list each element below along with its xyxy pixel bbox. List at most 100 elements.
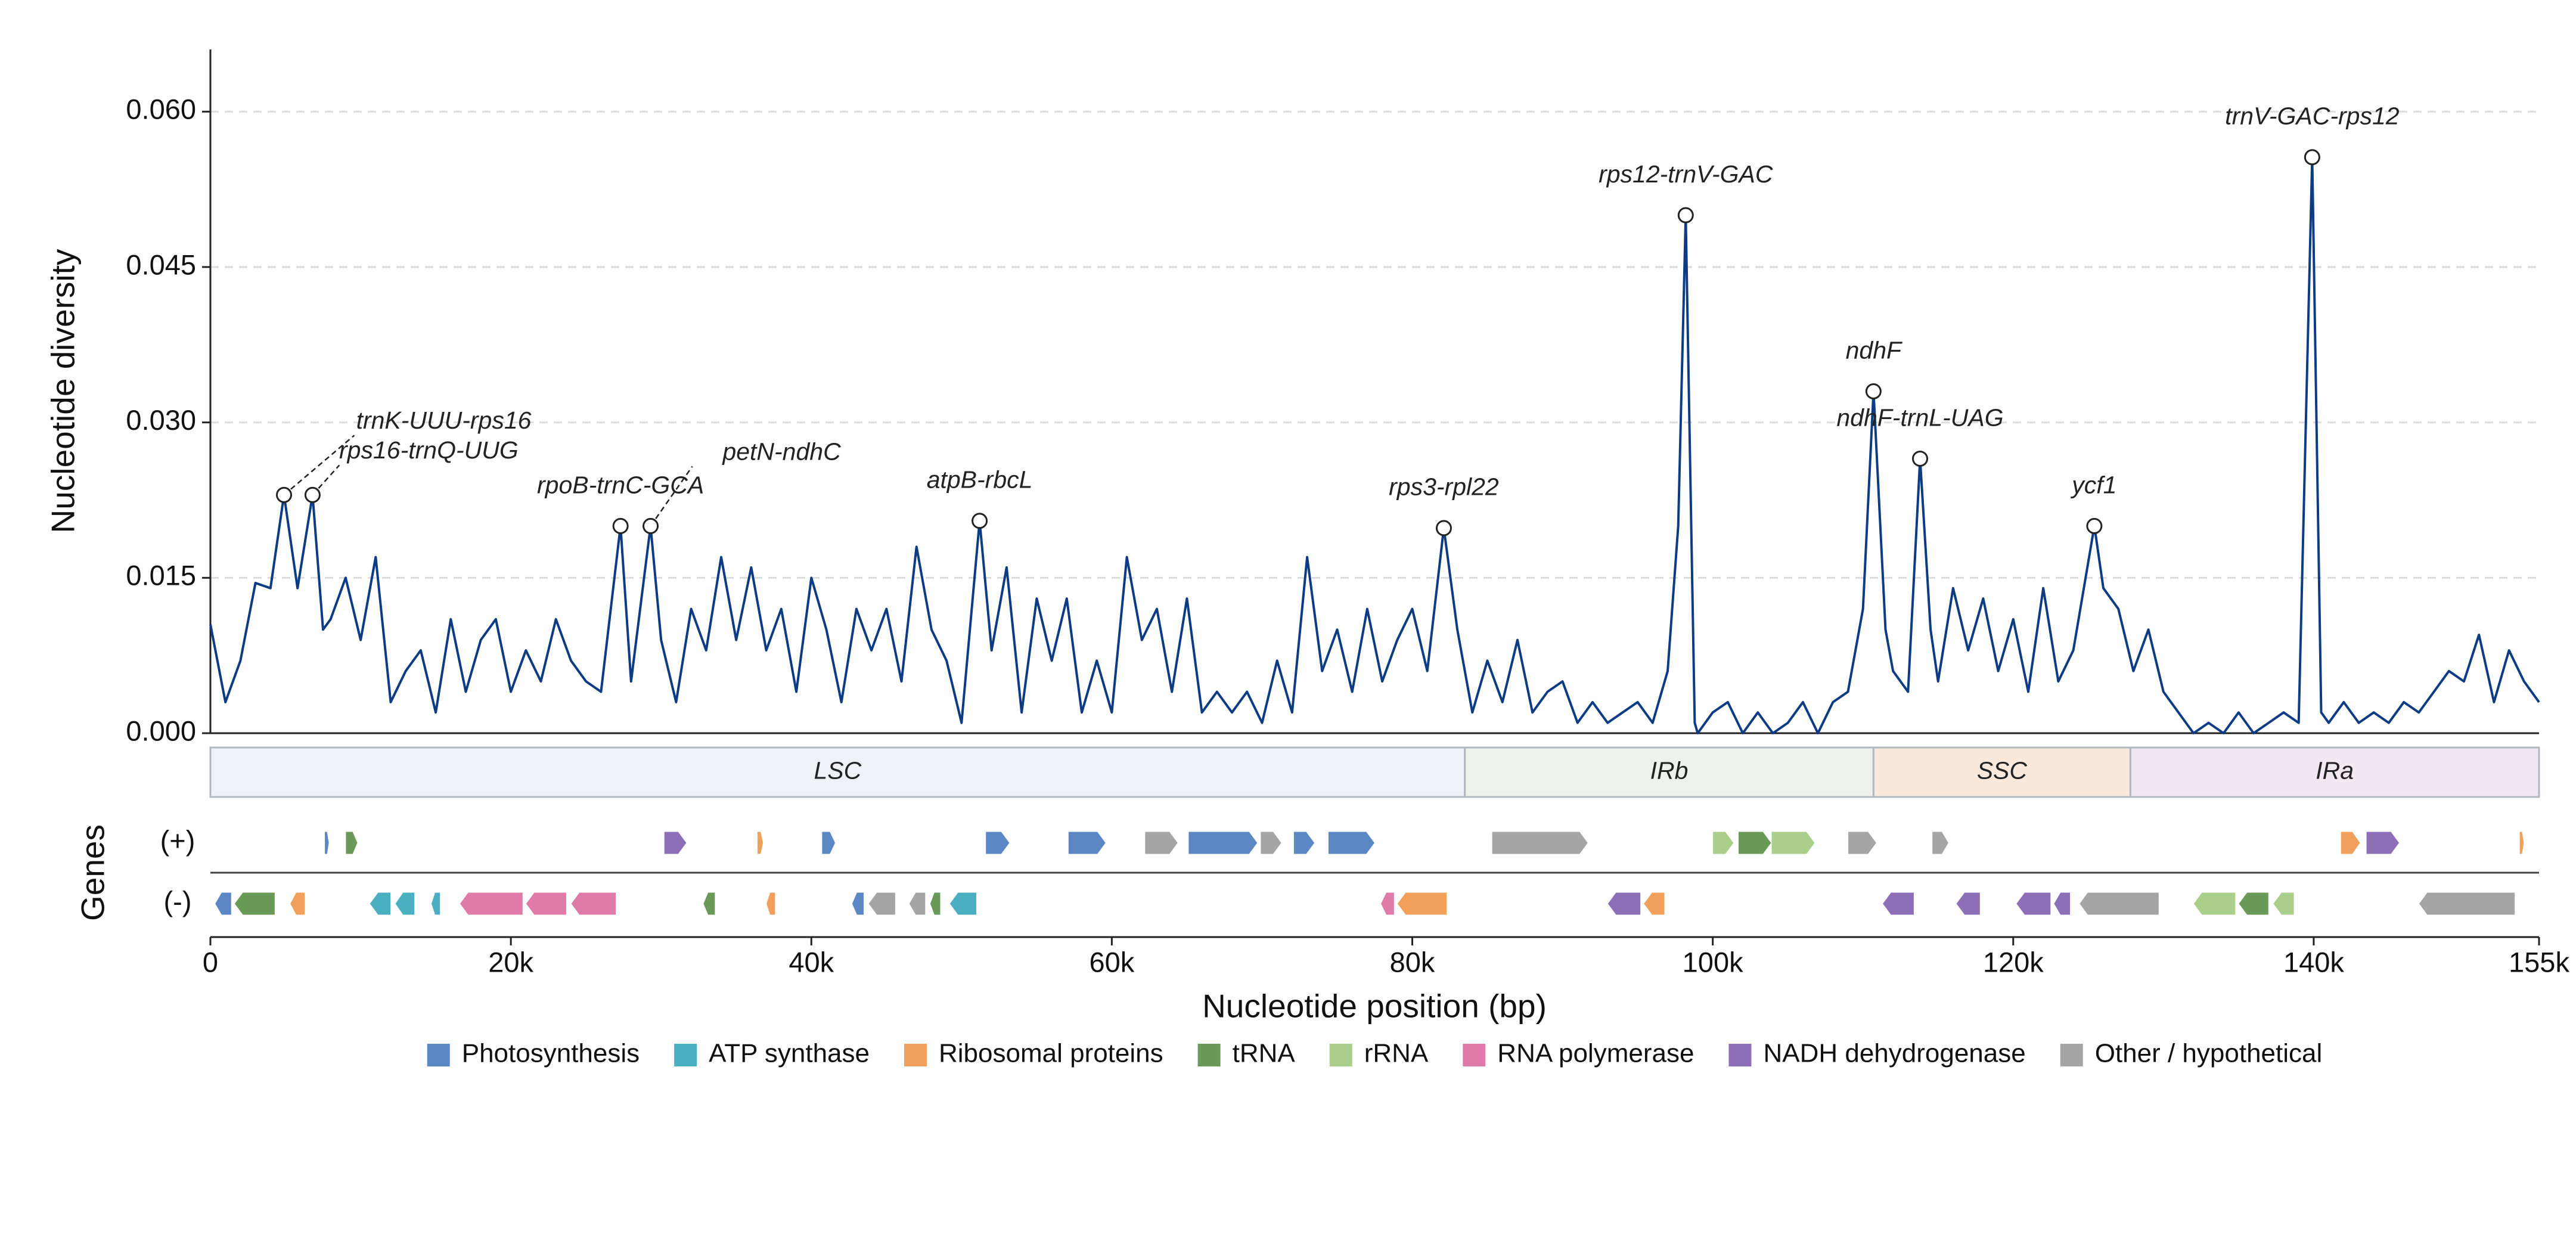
legend-label: ATP synthase: [709, 1039, 870, 1068]
gene: [1293, 831, 1315, 855]
legend-item: rRNA: [1329, 1039, 1429, 1068]
region-label: LSC: [814, 756, 861, 784]
gene: [2016, 892, 2052, 916]
gene: [1607, 892, 1641, 916]
x-tick-label: 80k: [1390, 946, 1435, 978]
region: [1464, 746, 1874, 798]
annotation-label: rps3-rpl22: [1389, 473, 1499, 501]
gene: [908, 892, 926, 916]
gene: [1712, 831, 1734, 855]
track-label: (+): [160, 824, 195, 856]
legend-label: RNA polymerase: [1497, 1039, 1694, 1068]
legend-item: tRNA: [1197, 1039, 1296, 1068]
region-label: IRa: [2316, 756, 2354, 784]
gene: [949, 892, 977, 916]
gene: [2418, 892, 2516, 916]
gene: [1491, 831, 1589, 855]
gene: [430, 892, 441, 916]
x-tick-label: 100k: [1683, 946, 1743, 978]
legend-item: NADH dehydrogenase: [1728, 1039, 2026, 1068]
gene: [2340, 831, 2361, 855]
annotation-label: rps12-trnV-GAC: [1599, 160, 1773, 188]
x-tick-label: 40k: [789, 946, 834, 978]
gene: [2079, 892, 2159, 916]
gene: [1067, 831, 1106, 855]
gene: [821, 831, 836, 855]
gene: [868, 892, 896, 916]
annotation-label: rps16-trnQ-UUG: [339, 436, 519, 464]
gene: [234, 892, 275, 916]
gene: [1260, 831, 1282, 855]
gene: [766, 892, 776, 916]
x-tick-label: 155k: [2509, 946, 2569, 978]
region: [209, 746, 1466, 798]
y-tick-label: 0.060: [126, 94, 196, 125]
gene: [369, 892, 391, 916]
legend-swatch: [427, 1044, 450, 1066]
gene: [851, 892, 864, 916]
peak-marker: [972, 513, 988, 529]
region-label: IRb: [1650, 756, 1689, 784]
gene: [570, 892, 617, 916]
gene: [929, 892, 941, 916]
y-tick-label: 0.030: [126, 404, 196, 436]
gene: [1738, 831, 1772, 855]
peak-marker: [1911, 450, 1928, 467]
legend-item: ATP synthase: [674, 1039, 870, 1068]
x-tick-label: 140k: [2283, 946, 2344, 978]
gene: [703, 892, 716, 916]
annotation-label: ndhF: [1846, 336, 1902, 364]
gene: [663, 831, 687, 855]
gene: [1188, 831, 1258, 855]
annotation-label: trnV-GAC-rps12: [2225, 103, 2400, 130]
peak-marker: [2304, 149, 2320, 166]
legend-label: Ribosomal proteins: [939, 1039, 1163, 1068]
gene: [459, 892, 523, 916]
x-tick-label: 120k: [1983, 946, 2044, 978]
legend-label: tRNA: [1233, 1039, 1296, 1068]
diversity-line: [209, 156, 2540, 734]
annotation-label: atpB-rbcL: [927, 466, 1033, 494]
gene: [395, 892, 415, 916]
y-tick-label: 0.000: [126, 715, 196, 746]
peak-marker: [1677, 207, 1694, 224]
x-tick-label: 60k: [1089, 946, 1134, 978]
legend-item: Other / hypothetical: [2060, 1039, 2323, 1068]
legend-label: NADH dehydrogenase: [1763, 1039, 2025, 1068]
peak-marker: [304, 486, 321, 503]
legend-label: Other / hypothetical: [2095, 1039, 2323, 1068]
x-axis-label: Nucleotide position (bp): [1202, 988, 1547, 1025]
annotation-leader: [650, 466, 693, 527]
gene: [1380, 892, 1395, 916]
annotation-leader: [312, 464, 340, 496]
gene: [1396, 892, 1447, 916]
peak-marker: [612, 517, 629, 534]
gene: [345, 831, 358, 855]
x-tick-label: 20k: [488, 946, 533, 978]
track-label: (-): [164, 885, 192, 917]
gene: [1882, 892, 1914, 916]
gene: [1956, 892, 1981, 916]
gene: [215, 892, 232, 916]
legend-label: rRNA: [1364, 1039, 1429, 1068]
gene: [2366, 831, 2400, 855]
peak-marker: [2086, 517, 2103, 534]
annotation-label: ndhF-trnL-UAG: [1836, 404, 2003, 431]
peak-marker: [1435, 520, 1452, 536]
annotation-label: trnK-UUU-rps16: [356, 407, 532, 434]
legend-swatch: [1329, 1044, 1352, 1066]
annotation-label: rpoB-trnC-GCA: [537, 471, 704, 498]
annotation-label: petN-ndhC: [721, 438, 841, 465]
legend-swatch: [1463, 1044, 1486, 1066]
region-label: SSC: [1977, 756, 2028, 784]
gene: [2519, 831, 2525, 855]
gene: [2053, 892, 2071, 916]
peak-marker: [643, 517, 659, 534]
gene: [1643, 892, 1665, 916]
legend-swatch: [1728, 1044, 1752, 1066]
region: [2129, 746, 2540, 798]
legend-label: Photosynthesis: [462, 1039, 640, 1068]
peak-marker: [1865, 383, 1882, 399]
gene: [757, 831, 764, 855]
